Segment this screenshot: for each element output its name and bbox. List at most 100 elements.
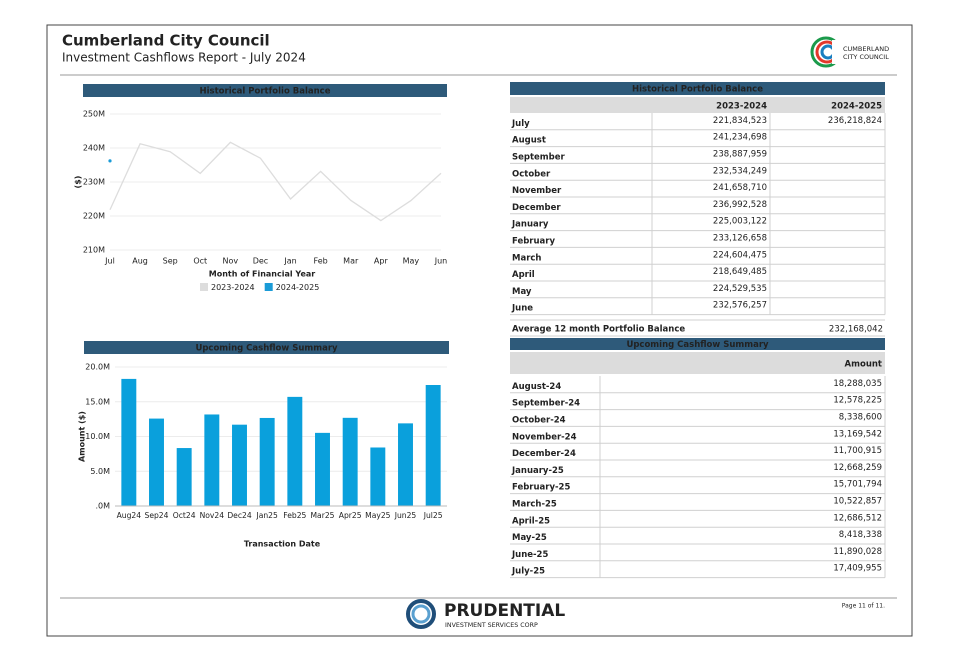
bar (342, 417, 358, 506)
logo-text: CUMBERLAND (843, 45, 889, 53)
cell-value: 12,578,225 (833, 396, 882, 406)
prudential-logo: PRUDENTIAL INVESTMENT SERVICES CORP (406, 599, 565, 629)
x-tick-label: Jun (434, 257, 448, 266)
cell-value: 232,576,257 (713, 301, 767, 311)
bar (425, 385, 441, 506)
bar (121, 378, 137, 506)
brand-name: PRUDENTIAL (444, 601, 565, 621)
bar (149, 418, 164, 506)
x-tick-label: Sep (163, 257, 178, 266)
row-label: November (512, 186, 562, 196)
table-header-row (510, 352, 885, 374)
footer-label: Average 12 month Portfolio Balance (512, 325, 685, 335)
cell-value: 241,234,698 (713, 133, 767, 143)
cell-value: 236,218,824 (828, 116, 882, 126)
x-tick-label: Mar25 (311, 511, 335, 520)
cell-value: 218,649,485 (713, 267, 767, 277)
x-tick-label: Nov (223, 257, 239, 266)
cell-value: 15,701,794 (833, 480, 882, 490)
x-tick-label: May (403, 257, 420, 266)
x-tick-label: Dec (253, 257, 268, 266)
logo-ring (406, 599, 436, 629)
cell-value: 10,522,857 (833, 497, 882, 507)
cell-value: 8,338,600 (839, 413, 882, 423)
cell-value: 238,887,959 (713, 150, 767, 160)
x-tick-label: Sep24 (145, 511, 169, 520)
cell-value: 221,834,523 (713, 116, 767, 126)
row-label: March (512, 253, 541, 263)
y-tick-label: 240M (83, 144, 105, 153)
x-tick-label: Feb25 (283, 511, 306, 520)
cell-value: 11,890,028 (833, 547, 882, 557)
x-tick-label: Dec24 (227, 511, 252, 520)
row-label: April-25 (512, 516, 550, 526)
panel-title: Upcoming Cashflow Summary (626, 340, 769, 350)
x-tick-label: Jan (283, 257, 296, 266)
y-tick-label: 210M (83, 246, 105, 255)
y-tick-label: 220M (83, 212, 105, 221)
footer-value: 232,168,042 (829, 325, 883, 335)
x-tick-label: Nov24 (200, 511, 225, 520)
logo-ring (411, 604, 431, 624)
row-label: September (512, 153, 566, 163)
x-tick-label: Jul25 (423, 511, 443, 520)
legend-label: 2024-2025 (276, 283, 320, 292)
report-title: Cumberland City Council (62, 32, 270, 50)
legend-swatch (264, 283, 273, 291)
report-subtitle: Investment Cashflows Report - July 2024 (62, 51, 306, 65)
row-label: October-24 (512, 416, 566, 426)
row-label: February-25 (512, 483, 570, 493)
bar (315, 432, 330, 506)
y-tick-label: 230M (83, 178, 105, 187)
row-label: August (512, 136, 546, 146)
brand-tagline: INVESTMENT SERVICES CORP (445, 622, 538, 629)
y-tick-label: 15.0M (85, 397, 110, 406)
logo-text: CITY COUNCIL (843, 53, 889, 61)
x-tick-label: Aug24 (117, 511, 142, 520)
cell-value: 13,169,542 (833, 429, 882, 439)
x-tick-label: Apr (374, 257, 389, 266)
bar (204, 414, 220, 506)
data-point (108, 159, 112, 163)
panel-title-bar (510, 82, 885, 95)
y-axis-title: Amount ($) (78, 411, 87, 462)
row-label: June (511, 304, 533, 314)
row-label: August-24 (512, 382, 561, 392)
panel-title-bar (84, 341, 449, 354)
row-label: January-25 (511, 466, 564, 476)
row-label: May-25 (512, 533, 547, 543)
cell-value: 8,418,338 (839, 530, 882, 540)
row-label: April (512, 270, 535, 280)
x-tick-label: Oct24 (173, 511, 196, 520)
row-label: May (512, 287, 532, 297)
column-header: 2023-2024 (716, 102, 767, 112)
row-label: July-25 (511, 567, 545, 577)
cell-value: 12,668,259 (833, 463, 882, 473)
bar (232, 424, 247, 506)
panel-title: Historical Portfolio Balance (632, 85, 763, 95)
x-axis-title: Month of Financial Year (209, 270, 316, 279)
cell-value: 11,700,915 (833, 446, 882, 456)
x-tick-label: Oct (193, 257, 207, 266)
x-tick-label: May25 (365, 511, 391, 520)
y-tick-label: 5.0M (90, 467, 110, 476)
x-tick-label: Jun25 (394, 511, 417, 520)
row-label: October (512, 169, 551, 179)
bar (370, 447, 386, 506)
panel-title-bar (83, 84, 447, 97)
logo-gap (832, 40, 842, 64)
cell-value: 236,992,528 (713, 200, 767, 210)
table-header-row (510, 97, 885, 113)
row-label: September-24 (512, 399, 580, 409)
page-frame (46, 24, 913, 637)
row-label: June-25 (511, 550, 548, 560)
x-tick-label: Jan25 (255, 511, 278, 520)
x-axis-title: Transaction Date (244, 540, 321, 549)
y-tick-label: 20.0M (85, 363, 110, 372)
x-tick-label: Feb (314, 257, 328, 266)
y-tick-label: 10.0M (85, 432, 110, 441)
cell-value: 241,658,710 (713, 183, 767, 193)
cell-value: 224,604,475 (713, 250, 767, 260)
cell-value: 232,534,249 (713, 166, 767, 176)
